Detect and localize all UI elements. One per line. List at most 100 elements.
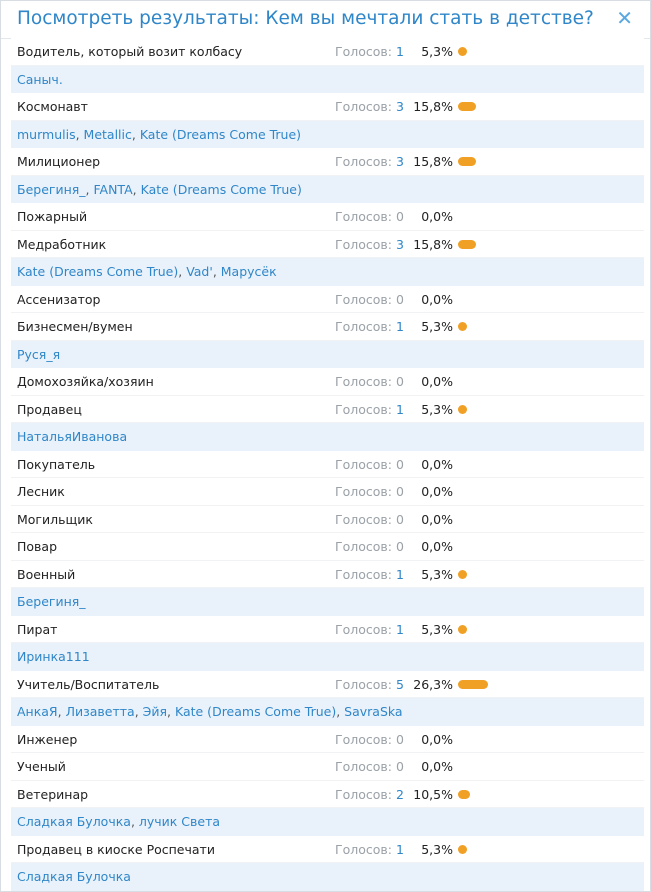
- voter-link[interactable]: НатальяИванова: [17, 429, 128, 444]
- votes-number[interactable]: 1: [395, 319, 404, 334]
- votes-number: 0: [395, 484, 404, 499]
- votes-number[interactable]: 3: [395, 236, 404, 252]
- voter-separator: ,: [178, 264, 187, 279]
- percent-value: 0,0%: [421, 759, 453, 774]
- answer-row: Покупатель Голосов: 0 0,0%: [11, 450, 644, 478]
- votes-count: Голосов: 0: [335, 374, 404, 389]
- result-bar: [458, 844, 467, 854]
- result-bar: [458, 789, 470, 799]
- voter-link[interactable]: Саныч.: [17, 71, 63, 87]
- votes-count: Голосов: 1: [335, 44, 404, 59]
- voter-link[interactable]: FANTA: [93, 181, 133, 197]
- percent-value: 5,3%: [421, 401, 453, 417]
- votes-label: Голосов:: [335, 484, 396, 499]
- votes-count: Голосов: 5: [335, 677, 404, 692]
- percent-value: 0,0%: [421, 291, 453, 307]
- answer-row: Домохозяйка/хозяин Голосов: 0 0,0%: [11, 368, 644, 396]
- answer-row: Бизнесмен/вумен Голосов: 1 5,3%: [11, 313, 644, 341]
- votes-count: Голосов: 2: [335, 787, 404, 802]
- answer-label: Милиционер: [17, 154, 101, 169]
- voter-separator: ,: [75, 126, 84, 142]
- votes-count: Голосов: 0: [335, 457, 404, 472]
- votes-count: Голосов: 3: [335, 154, 404, 169]
- votes-count: Голосов: 1: [335, 402, 404, 417]
- votes-number[interactable]: 3: [395, 99, 404, 114]
- voter-link[interactable]: лучик Света: [138, 814, 221, 829]
- voter-link[interactable]: Марусёк: [220, 264, 277, 279]
- voters-row: Сладкая Булочка: [11, 863, 644, 891]
- voter-link[interactable]: SavraSka: [344, 704, 403, 719]
- voter-link[interactable]: АнкаЯ: [17, 704, 58, 719]
- voters-list: Руся_я: [17, 347, 60, 362]
- result-bar: [458, 679, 488, 689]
- voter-link[interactable]: Берегиня_: [17, 594, 86, 609]
- voter-separator: ,: [336, 704, 345, 719]
- percent-value: 26,3%: [413, 676, 453, 692]
- answer-label: Учитель/Воспитатель: [17, 676, 160, 692]
- votes-label: Голосов:: [335, 291, 396, 307]
- votes-number[interactable]: 5: [395, 676, 404, 692]
- percent-value: 5,3%: [421, 621, 453, 637]
- votes-number[interactable]: 2: [395, 786, 404, 802]
- voter-link[interactable]: Лизаветта: [65, 704, 135, 719]
- votes-count: Голосов: 0: [335, 512, 404, 527]
- votes-number[interactable]: 1: [395, 566, 404, 582]
- answer-row: Ассенизатор Голосов: 0 0,0%: [11, 285, 644, 313]
- voters-row: murmulis, Metallic, Kate (Dreams Come Tr…: [11, 120, 644, 148]
- voter-link[interactable]: Metallic: [83, 126, 132, 142]
- voter-link[interactable]: Эйя: [142, 704, 168, 719]
- voter-link[interactable]: Kate (Dreams Come True): [139, 126, 302, 142]
- answer-row: Водитель, который возит колбасу Голосов: …: [11, 38, 644, 66]
- voters-list: Берегиня_, FANTA, Kate (Dreams Come True…: [17, 182, 302, 197]
- voter-link[interactable]: Сладкая Булочка: [17, 814, 131, 829]
- votes-label: Голосов:: [335, 731, 396, 747]
- voter-link[interactable]: Kate (Dreams Come True): [17, 264, 179, 279]
- votes-number: 0: [395, 731, 404, 747]
- answer-label: Покупатель: [17, 456, 96, 472]
- answer-label: Пират: [17, 621, 58, 637]
- voter-link[interactable]: Руся_я: [17, 346, 61, 362]
- voter-link[interactable]: Сладкая Булочка: [17, 869, 131, 884]
- answer-label: Пожарный: [17, 209, 88, 224]
- voter-separator: ,: [212, 264, 221, 279]
- answer-row: Продавец Голосов: 1 5,3%: [11, 395, 644, 423]
- votes-number[interactable]: 3: [395, 154, 404, 169]
- result-bar: [458, 47, 467, 56]
- voters-list: Иринка111: [17, 649, 90, 664]
- voters-row: Саныч.: [11, 65, 644, 93]
- percent-value: 0,0%: [421, 209, 453, 224]
- votes-label: Голосов:: [335, 759, 396, 774]
- close-icon[interactable]: ✕: [616, 6, 633, 30]
- votes-number[interactable]: 1: [395, 44, 404, 59]
- voter-link[interactable]: Иринка111: [17, 649, 90, 664]
- voter-link[interactable]: Vad': [186, 264, 213, 279]
- votes-number: 0: [395, 209, 404, 224]
- percent-value: 5,3%: [421, 841, 453, 857]
- votes-count: Голосов: 0: [335, 209, 404, 224]
- votes-number[interactable]: 1: [395, 621, 404, 637]
- votes-number[interactable]: 1: [395, 841, 404, 857]
- voter-link[interactable]: Kate (Dreams Come True): [174, 704, 337, 719]
- votes-label: Голосов:: [335, 676, 396, 692]
- percent-value: 15,8%: [413, 154, 453, 169]
- voter-link[interactable]: murmulis: [17, 126, 76, 142]
- answer-row: Инженер Голосов: 0 0,0%: [11, 725, 644, 753]
- voter-link[interactable]: Берегиня_: [17, 181, 86, 197]
- votes-count: Голосов: 1: [335, 319, 404, 334]
- voter-separator: ,: [57, 704, 66, 719]
- voters-row: Сладкая Булочка, лучик Света: [11, 808, 644, 836]
- answer-label: Ассенизатор: [17, 291, 101, 307]
- voter-link[interactable]: Kate (Dreams Come True): [140, 181, 302, 197]
- votes-label: Голосов:: [335, 539, 396, 554]
- percent-value: 0,0%: [421, 456, 453, 472]
- percent-value: 5,3%: [421, 319, 453, 334]
- result-bar: [458, 569, 467, 579]
- answer-label: Ветеринар: [17, 786, 89, 802]
- voters-row: Иринка111: [11, 643, 644, 671]
- votes-number: 0: [395, 456, 404, 472]
- answer-label: Военный: [17, 566, 76, 582]
- votes-number[interactable]: 1: [395, 401, 404, 417]
- voter-separator: ,: [85, 181, 94, 197]
- answer-label: Инженер: [17, 731, 78, 747]
- voters-list: Саныч.: [17, 72, 63, 87]
